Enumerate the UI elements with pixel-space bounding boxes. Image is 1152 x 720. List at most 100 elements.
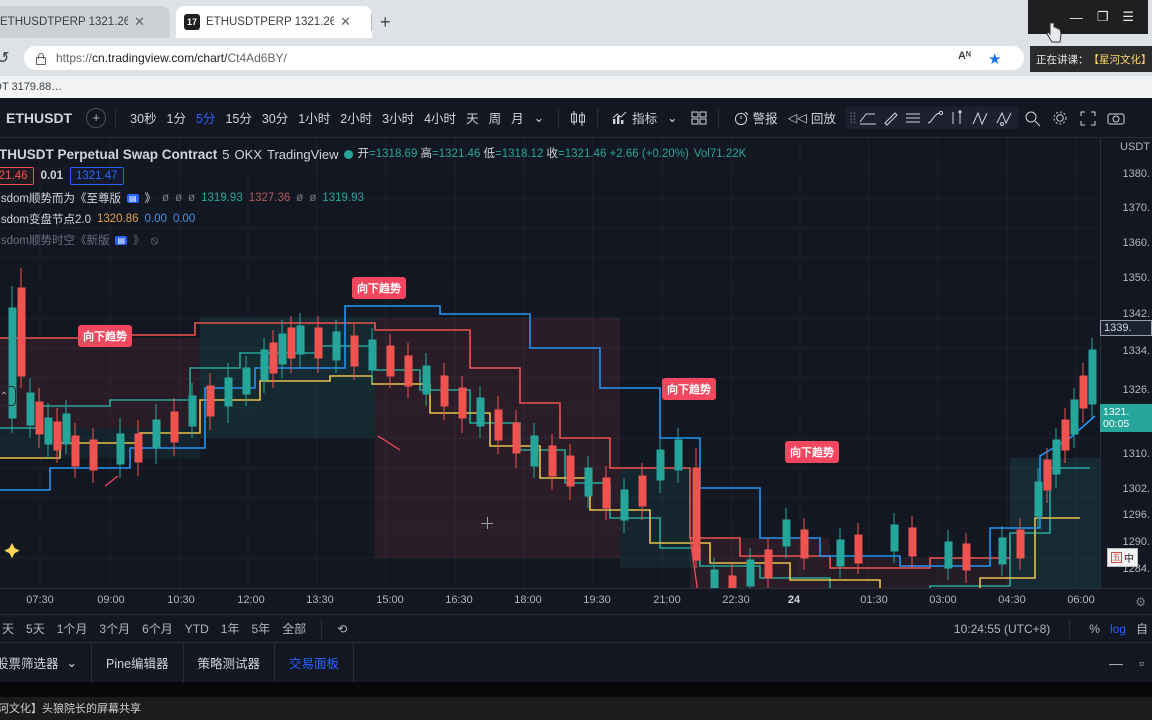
chart-canvas[interactable]: 向下趋势 向下趋势 向下趋势 向下趋势 ⌃ TV » [0, 138, 1152, 614]
minimize-icon[interactable]: — [1069, 9, 1083, 25]
address-bar[interactable]: https://cn.tradingview.com/chart/Ct4Ad6B… [24, 46, 1024, 70]
layout-grid-icon[interactable] [691, 110, 709, 126]
back-icon[interactable]: ↺ [0, 50, 10, 67]
chevron-down-icon[interactable]: ⌄ [66, 656, 77, 670]
price-tick: 1342. [1122, 308, 1150, 320]
timeframe-5m[interactable]: 5分 [195, 112, 216, 126]
drag-handle-icon[interactable]: ⣿ [848, 112, 857, 124]
url-scheme: https:// [56, 51, 93, 65]
timeframe-15m[interactable]: 15分 [225, 112, 252, 126]
timeframe-30m[interactable]: 30分 [261, 112, 289, 126]
timeframe-4h[interactable]: 4小时 [424, 112, 457, 126]
panel-minimize-button[interactable]: — [1109, 654, 1124, 671]
price-scale[interactable]: USDT 1380. 1370. 1360. 1350. 1342. 1339.… [1100, 138, 1152, 614]
collapse-pane-button[interactable]: ⌃ [0, 386, 16, 406]
legend-volume: Vol71.22K [694, 146, 746, 163]
add-symbol-button[interactable]: + [86, 107, 107, 128]
log-scale-button[interactable]: log [1109, 621, 1126, 636]
time-axis-settings-icon[interactable]: ⚙ [1135, 595, 1146, 609]
replay-button[interactable]: ◁◁ 回放 [783, 104, 841, 131]
time-tick: 22:30 [722, 594, 750, 606]
chevron-down-icon[interactable]: ⌄ [533, 111, 545, 125]
maximize-icon[interactable]: ❐ [1096, 9, 1109, 24]
new-tab-button[interactable]: + [380, 12, 391, 32]
symbol-button[interactable]: ETHUSDT [0, 110, 72, 126]
curve-icon[interactable] [925, 109, 945, 127]
timeframe-3h[interactable]: 3小时 [382, 112, 415, 126]
browser-tab-2[interactable]: 17 ETHUSDTPERP 1321.26 ▼ −0.44 ✕ [176, 6, 372, 38]
candlestick-icon[interactable] [568, 109, 588, 127]
pen-icon[interactable] [881, 109, 901, 127]
timeframe-1m[interactable]: 1分 [166, 112, 186, 126]
current-price-value: 1321. [1103, 406, 1130, 418]
fib-pattern-icon[interactable] [969, 109, 991, 127]
range-3m[interactable]: 3个月 [99, 622, 131, 636]
timeframe-1d[interactable]: 天 [466, 112, 479, 126]
current-price-label[interactable]: 1321. 00:05 [1100, 404, 1152, 432]
horizontal-lines-icon[interactable] [903, 109, 923, 127]
tab-trading-panel[interactable]: 交易面板 [275, 642, 355, 683]
trend-tag-2[interactable]: 向下趋势 [352, 277, 406, 299]
range-1m[interactable]: 1个月 [56, 622, 88, 636]
time-tick: 07:30 [26, 594, 54, 606]
tab-screener[interactable]: 股票筛选器 ⌄ [0, 642, 92, 683]
ask-price[interactable]: 1321.47 [69, 167, 124, 185]
search-icon[interactable] [1023, 109, 1043, 127]
gear-icon[interactable] [1049, 109, 1071, 127]
trend-tag-4[interactable]: 向下趋势 [785, 441, 839, 463]
menu-icon[interactable]: ☰ [1122, 9, 1134, 24]
auto-scale-button[interactable]: 自 [1135, 622, 1148, 636]
indicator-row-1[interactable]: wisdom顺势而为《至尊版 ▤ 》 ø ø ø 1319.93 1327.36… [0, 190, 790, 206]
timeframe-1mo[interactable]: 月 [511, 112, 524, 126]
bookmark-item[interactable]: DT 3179.88… [0, 81, 63, 93]
range-1y[interactable]: 1年 [220, 622, 240, 636]
tab-strategy-tester[interactable]: 策略测试器 [184, 642, 276, 683]
panel-maximize-button[interactable]: ▫ [1139, 654, 1144, 671]
trend-tag-3[interactable]: 向下趋势 [662, 378, 716, 400]
price-box-label[interactable]: 1339. [1100, 320, 1152, 336]
fullscreen-icon[interactable] [1077, 109, 1099, 127]
indicator-row-2[interactable]: wisdom变盘节点2.0 1320.86 0.00 0.00 [0, 211, 790, 227]
grid-lines [0, 138, 1100, 598]
range-6m[interactable]: 6个月 [142, 622, 173, 636]
read-aloud-icon[interactable]: Aᴺ [958, 50, 971, 62]
indicator-row-3[interactable]: wisdom顺势时空《新版 ▤ 》 ⦸ [0, 232, 790, 248]
browser-chrome: ETHUSDTPERP 1321.26 ▼ −0.44 ✕ 17 ETHUSDT… [0, 0, 1152, 98]
measure-icon[interactable] [947, 109, 967, 127]
indicators-chevron-down-icon[interactable]: ⌄ [667, 111, 678, 125]
range-all[interactable]: 全部 [282, 622, 307, 636]
range-ytd[interactable]: YTD [184, 621, 209, 636]
timeframe-1w[interactable]: 周 [488, 112, 502, 126]
browser-tab-1[interactable]: ETHUSDTPERP 1321.26 ▼ −0.44 ✕ [0, 6, 170, 38]
timeframe-30s[interactable]: 30秒 [130, 112, 157, 126]
eye-off-icon[interactable]: ⦸ [150, 232, 159, 247]
lecture-notification[interactable]: 正在讲课： 【星河文化】 头狼院 [1030, 46, 1152, 72]
camera-icon[interactable] [1105, 109, 1127, 127]
range-5d[interactable]: 5天 [26, 622, 45, 636]
ime-indicator[interactable]: 五 中 [1107, 548, 1138, 567]
indicators-label: 指标 [632, 112, 658, 126]
time-axis[interactable]: 07:30 09:00 10:30 12:00 13:30 15:00 16:3… [0, 588, 1152, 614]
bid-price[interactable]: 1321.46 [0, 167, 34, 185]
date-range-bar: 天 5天 1个月 3个月 6个月 YTD 1年 5年 全部 ⟲ 10:24:55… [0, 614, 1152, 642]
trend-tag-1[interactable]: 向下趋势 [78, 325, 132, 347]
clock-rewind-icon[interactable]: ⟲ [337, 621, 348, 636]
price-tick: 1302. [1122, 483, 1150, 495]
xabcd-pattern-icon[interactable] [993, 109, 1015, 127]
time-tick: 18:00 [514, 594, 542, 606]
favorite-icon[interactable]: ★ [988, 51, 1002, 68]
tab-pine-editor[interactable]: Pine编辑器 [92, 642, 184, 683]
range-5y[interactable]: 5年 [251, 622, 271, 636]
alert-button[interactable]: 警报 [728, 104, 783, 131]
timeframe-2h[interactable]: 2小时 [340, 112, 373, 126]
close-icon[interactable]: ✕ [340, 14, 351, 29]
percent-scale-button[interactable]: % [1089, 621, 1100, 636]
legend-header[interactable]: ETHUSDT Perpetual Swap Contract 5 OKX Tr… [0, 146, 790, 163]
indicator-value: ø [309, 192, 317, 204]
trend-line-icon[interactable] [857, 109, 879, 127]
vol-key: Vol [693, 148, 710, 160]
indicators-button[interactable]: 指标 [607, 104, 662, 131]
range-1d[interactable]: 天 [2, 622, 15, 636]
timeframe-1h[interactable]: 1小时 [298, 112, 331, 126]
close-icon[interactable]: ✕ [134, 14, 145, 29]
